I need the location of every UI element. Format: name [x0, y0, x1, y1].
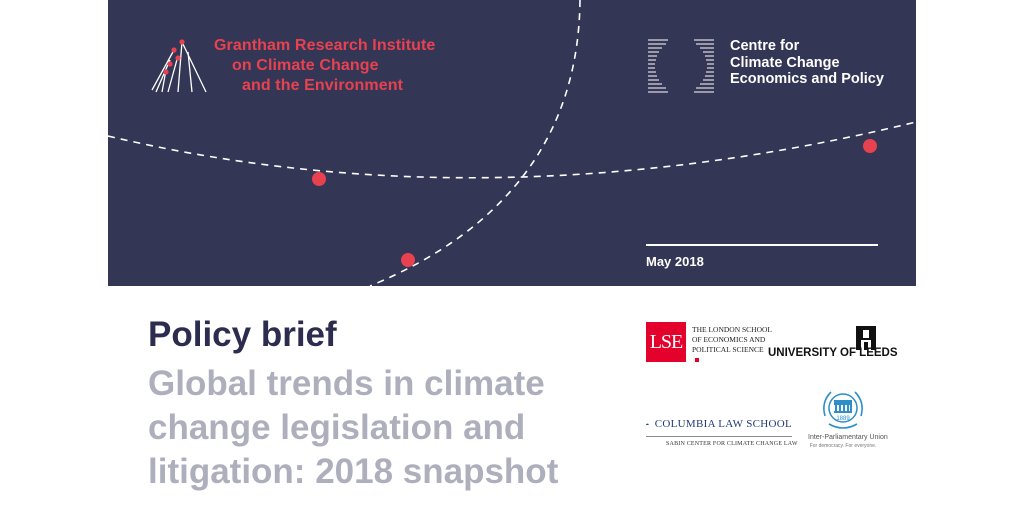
- leeds-tower-icon: [856, 326, 876, 350]
- lse-name-line-3: POLITICAL SCIENCE: [692, 345, 764, 354]
- lse-box-mark: LSE: [646, 322, 686, 362]
- cccep-name-line-3: Economics and Policy: [730, 71, 884, 87]
- publication-date: May 2018: [646, 254, 704, 269]
- cccep-bracket-icon: [648, 39, 714, 93]
- orbit-dot: [312, 172, 326, 186]
- leeds-name: UNIVERSITY OF LEEDS: [768, 347, 898, 359]
- grantham-name-line-3: and the Environment: [242, 77, 404, 94]
- dashed-orbit-arcs: [108, 0, 916, 286]
- orbit-arc-horizontal: [108, 121, 916, 179]
- lse-logo: LSE THE LONDON SCHOOL OF ECONOMICS AND P…: [646, 322, 772, 365]
- lse-square-icon: [695, 358, 699, 363]
- orbit-arc-vertical: [369, 0, 581, 286]
- columbia-subtitle: SABIN CENTER FOR CLIMATE CHANGE LAW: [666, 441, 798, 447]
- cccep-name-line-1: Centre for: [730, 38, 800, 54]
- date-divider: [646, 244, 878, 246]
- subtitle-line-2: change legislation and: [148, 408, 526, 447]
- ipu-tagline: For democracy. For everyone.: [809, 443, 877, 449]
- mountain-logo-icon: [151, 39, 207, 93]
- ipu-logo: 1889 Inter-Parliamentary Union For democ…: [808, 386, 888, 449]
- lse-name-line-2: OF ECONOMICS AND: [692, 335, 766, 344]
- grantham-logo: Grantham Research Institute on Climate C…: [148, 36, 435, 98]
- ipu-name: Inter-Parliamentary Union: [808, 434, 888, 441]
- crown-icon: [646, 423, 649, 425]
- header-banner: Grantham Research Institute on Climate C…: [108, 0, 916, 286]
- subtitle-line-1: Global trends in climate: [148, 364, 545, 403]
- lse-name-line-1: THE LONDON SCHOOL: [692, 325, 772, 334]
- ipu-globe-icon: 1889: [823, 391, 863, 429]
- columbia-name: COLUMBIA LAW SCHOOL: [654, 418, 792, 430]
- orbit-dot: [863, 139, 877, 153]
- cccep-name-line-2: Climate Change: [730, 54, 840, 71]
- orbit-dot: [401, 253, 415, 267]
- grantham-name-line-1: Grantham Research Institute: [214, 37, 436, 54]
- document-subtitle: Global trends in climate change legislat…: [148, 362, 608, 494]
- cccep-logo: Centre for Climate Change Economics and …: [646, 38, 884, 94]
- columbia-logo: COLUMBIA LAW SCHOOL SABIN CENTER FOR CLI…: [646, 418, 798, 447]
- grantham-name-line-2: on Climate Change: [232, 57, 379, 74]
- document-type-title: Policy brief: [148, 315, 337, 354]
- columbia-divider: [646, 436, 792, 437]
- subtitle-line-3: litigation: 2018 snapshot: [148, 452, 559, 491]
- ipu-year: 1889: [836, 416, 850, 422]
